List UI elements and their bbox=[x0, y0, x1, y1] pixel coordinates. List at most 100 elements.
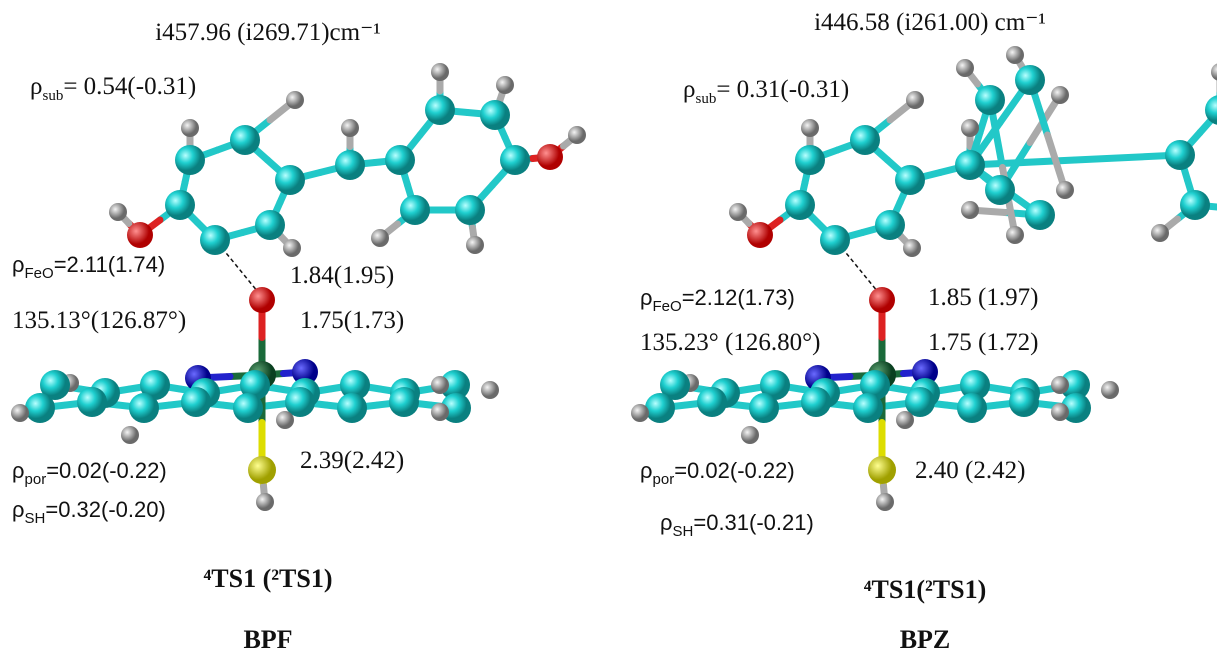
rho-feo: ρFeO=2.12(1.73) bbox=[640, 285, 795, 315]
atom bbox=[1006, 226, 1024, 244]
atom bbox=[77, 387, 107, 417]
rho-por: ρpor=0.02(-0.22) bbox=[640, 458, 795, 488]
atom bbox=[1151, 224, 1169, 242]
label-subscript: por bbox=[653, 471, 675, 488]
atom bbox=[165, 190, 195, 220]
atom bbox=[1051, 376, 1069, 394]
atom bbox=[985, 175, 1015, 205]
atom bbox=[276, 411, 294, 429]
label-symbol: ρ bbox=[12, 252, 25, 277]
atom bbox=[795, 145, 825, 175]
atom bbox=[200, 225, 230, 255]
atom bbox=[729, 203, 747, 221]
atom bbox=[895, 165, 925, 195]
atom bbox=[175, 145, 205, 175]
rho-feo: ρFeO=2.11(1.74) bbox=[12, 252, 165, 282]
atom bbox=[785, 190, 815, 220]
label-text: =2.11(1.74) bbox=[54, 252, 166, 277]
atom bbox=[286, 91, 304, 109]
label-subscript: SH bbox=[25, 510, 46, 527]
atom bbox=[127, 222, 153, 248]
atom bbox=[1006, 46, 1024, 64]
atom bbox=[25, 393, 55, 423]
label-text: =0.32(-0.20) bbox=[45, 497, 165, 522]
atom bbox=[431, 403, 449, 421]
atom bbox=[283, 239, 301, 257]
atom bbox=[1180, 190, 1210, 220]
atom bbox=[875, 210, 905, 240]
atom bbox=[869, 287, 895, 313]
atom bbox=[500, 145, 530, 175]
rho-sub: ρsub= 0.54(-0.31) bbox=[30, 73, 196, 104]
atom bbox=[906, 91, 924, 109]
atom bbox=[537, 144, 563, 170]
atom bbox=[480, 100, 510, 130]
atom bbox=[335, 150, 365, 180]
atom bbox=[1051, 403, 1069, 421]
atom bbox=[249, 287, 275, 313]
atom bbox=[425, 95, 455, 125]
atom bbox=[645, 393, 675, 423]
atom bbox=[248, 456, 276, 484]
atom bbox=[109, 203, 127, 221]
state: ⁴TS1(²TS1) bbox=[864, 575, 987, 604]
atom bbox=[820, 225, 850, 255]
rho-sub: ρsub= 0.31(-0.31) bbox=[683, 76, 849, 107]
label-subscript: SH bbox=[673, 523, 694, 540]
atom bbox=[850, 125, 880, 155]
atom bbox=[230, 125, 260, 155]
atom bbox=[1211, 63, 1217, 81]
atom bbox=[385, 145, 415, 175]
atom bbox=[400, 195, 430, 225]
dashed-bond bbox=[222, 248, 258, 292]
atom bbox=[801, 119, 819, 137]
label-subscript: por bbox=[25, 471, 47, 488]
angle: 135.13°(126.87°) bbox=[12, 307, 186, 334]
atom bbox=[389, 387, 419, 417]
distance-feo: 1.75(1.73) bbox=[300, 307, 404, 334]
label-symbol: ρ bbox=[660, 510, 673, 535]
distance-co: 1.84(1.95) bbox=[290, 262, 394, 289]
state: ⁴TS1 (²TS1) bbox=[203, 564, 332, 593]
atom bbox=[341, 119, 359, 137]
distance-fes: 2.39(2.42) bbox=[300, 447, 404, 474]
atom bbox=[275, 165, 305, 195]
distance-fes: 2.40 (2.42) bbox=[915, 457, 1025, 484]
atom bbox=[431, 376, 449, 394]
label-text: =0.02(-0.22) bbox=[674, 458, 794, 483]
label-symbol: ρ bbox=[30, 73, 42, 100]
name: BPF bbox=[243, 625, 292, 654]
atom bbox=[431, 63, 449, 81]
angle: 135.23° (126.80°) bbox=[640, 329, 820, 356]
atom bbox=[868, 456, 896, 484]
label-text: = 0.31(-0.31) bbox=[716, 76, 849, 103]
label-symbol: ρ bbox=[683, 76, 695, 103]
label-symbol: ρ bbox=[640, 458, 653, 483]
distance-feo: 1.75 (1.72) bbox=[928, 329, 1038, 356]
atom bbox=[233, 393, 263, 423]
atom bbox=[255, 210, 285, 240]
atom bbox=[903, 239, 921, 257]
atom bbox=[496, 76, 514, 94]
atom bbox=[1165, 140, 1195, 170]
atom bbox=[961, 119, 979, 137]
name: BPZ bbox=[900, 625, 951, 654]
label-text: =0.02(-0.22) bbox=[46, 458, 166, 483]
figure: i457.96 (i269.71)cm⁻¹ ρsub= 0.54(-0.31) ρF… bbox=[0, 0, 1217, 656]
atom bbox=[1101, 381, 1119, 399]
atom bbox=[121, 426, 139, 444]
label-text: = 0.54(-0.31) bbox=[63, 73, 196, 100]
atom bbox=[697, 387, 727, 417]
atom bbox=[741, 426, 759, 444]
frequency: i446.58 (i261.00) cm⁻¹ bbox=[814, 9, 1046, 36]
bond bbox=[1075, 155, 1180, 160]
distance-co: 1.85 (1.97) bbox=[928, 284, 1038, 311]
atom bbox=[955, 150, 985, 180]
atom bbox=[466, 236, 484, 254]
label-text: =2.12(1.73) bbox=[682, 285, 795, 310]
atom bbox=[957, 393, 987, 423]
atom bbox=[631, 404, 649, 422]
rho-sh: ρSH=0.32(-0.20) bbox=[12, 497, 166, 527]
frequency: i457.96 (i269.71)cm⁻¹ bbox=[155, 19, 381, 46]
label-text: =0.31(-0.21) bbox=[693, 510, 813, 535]
